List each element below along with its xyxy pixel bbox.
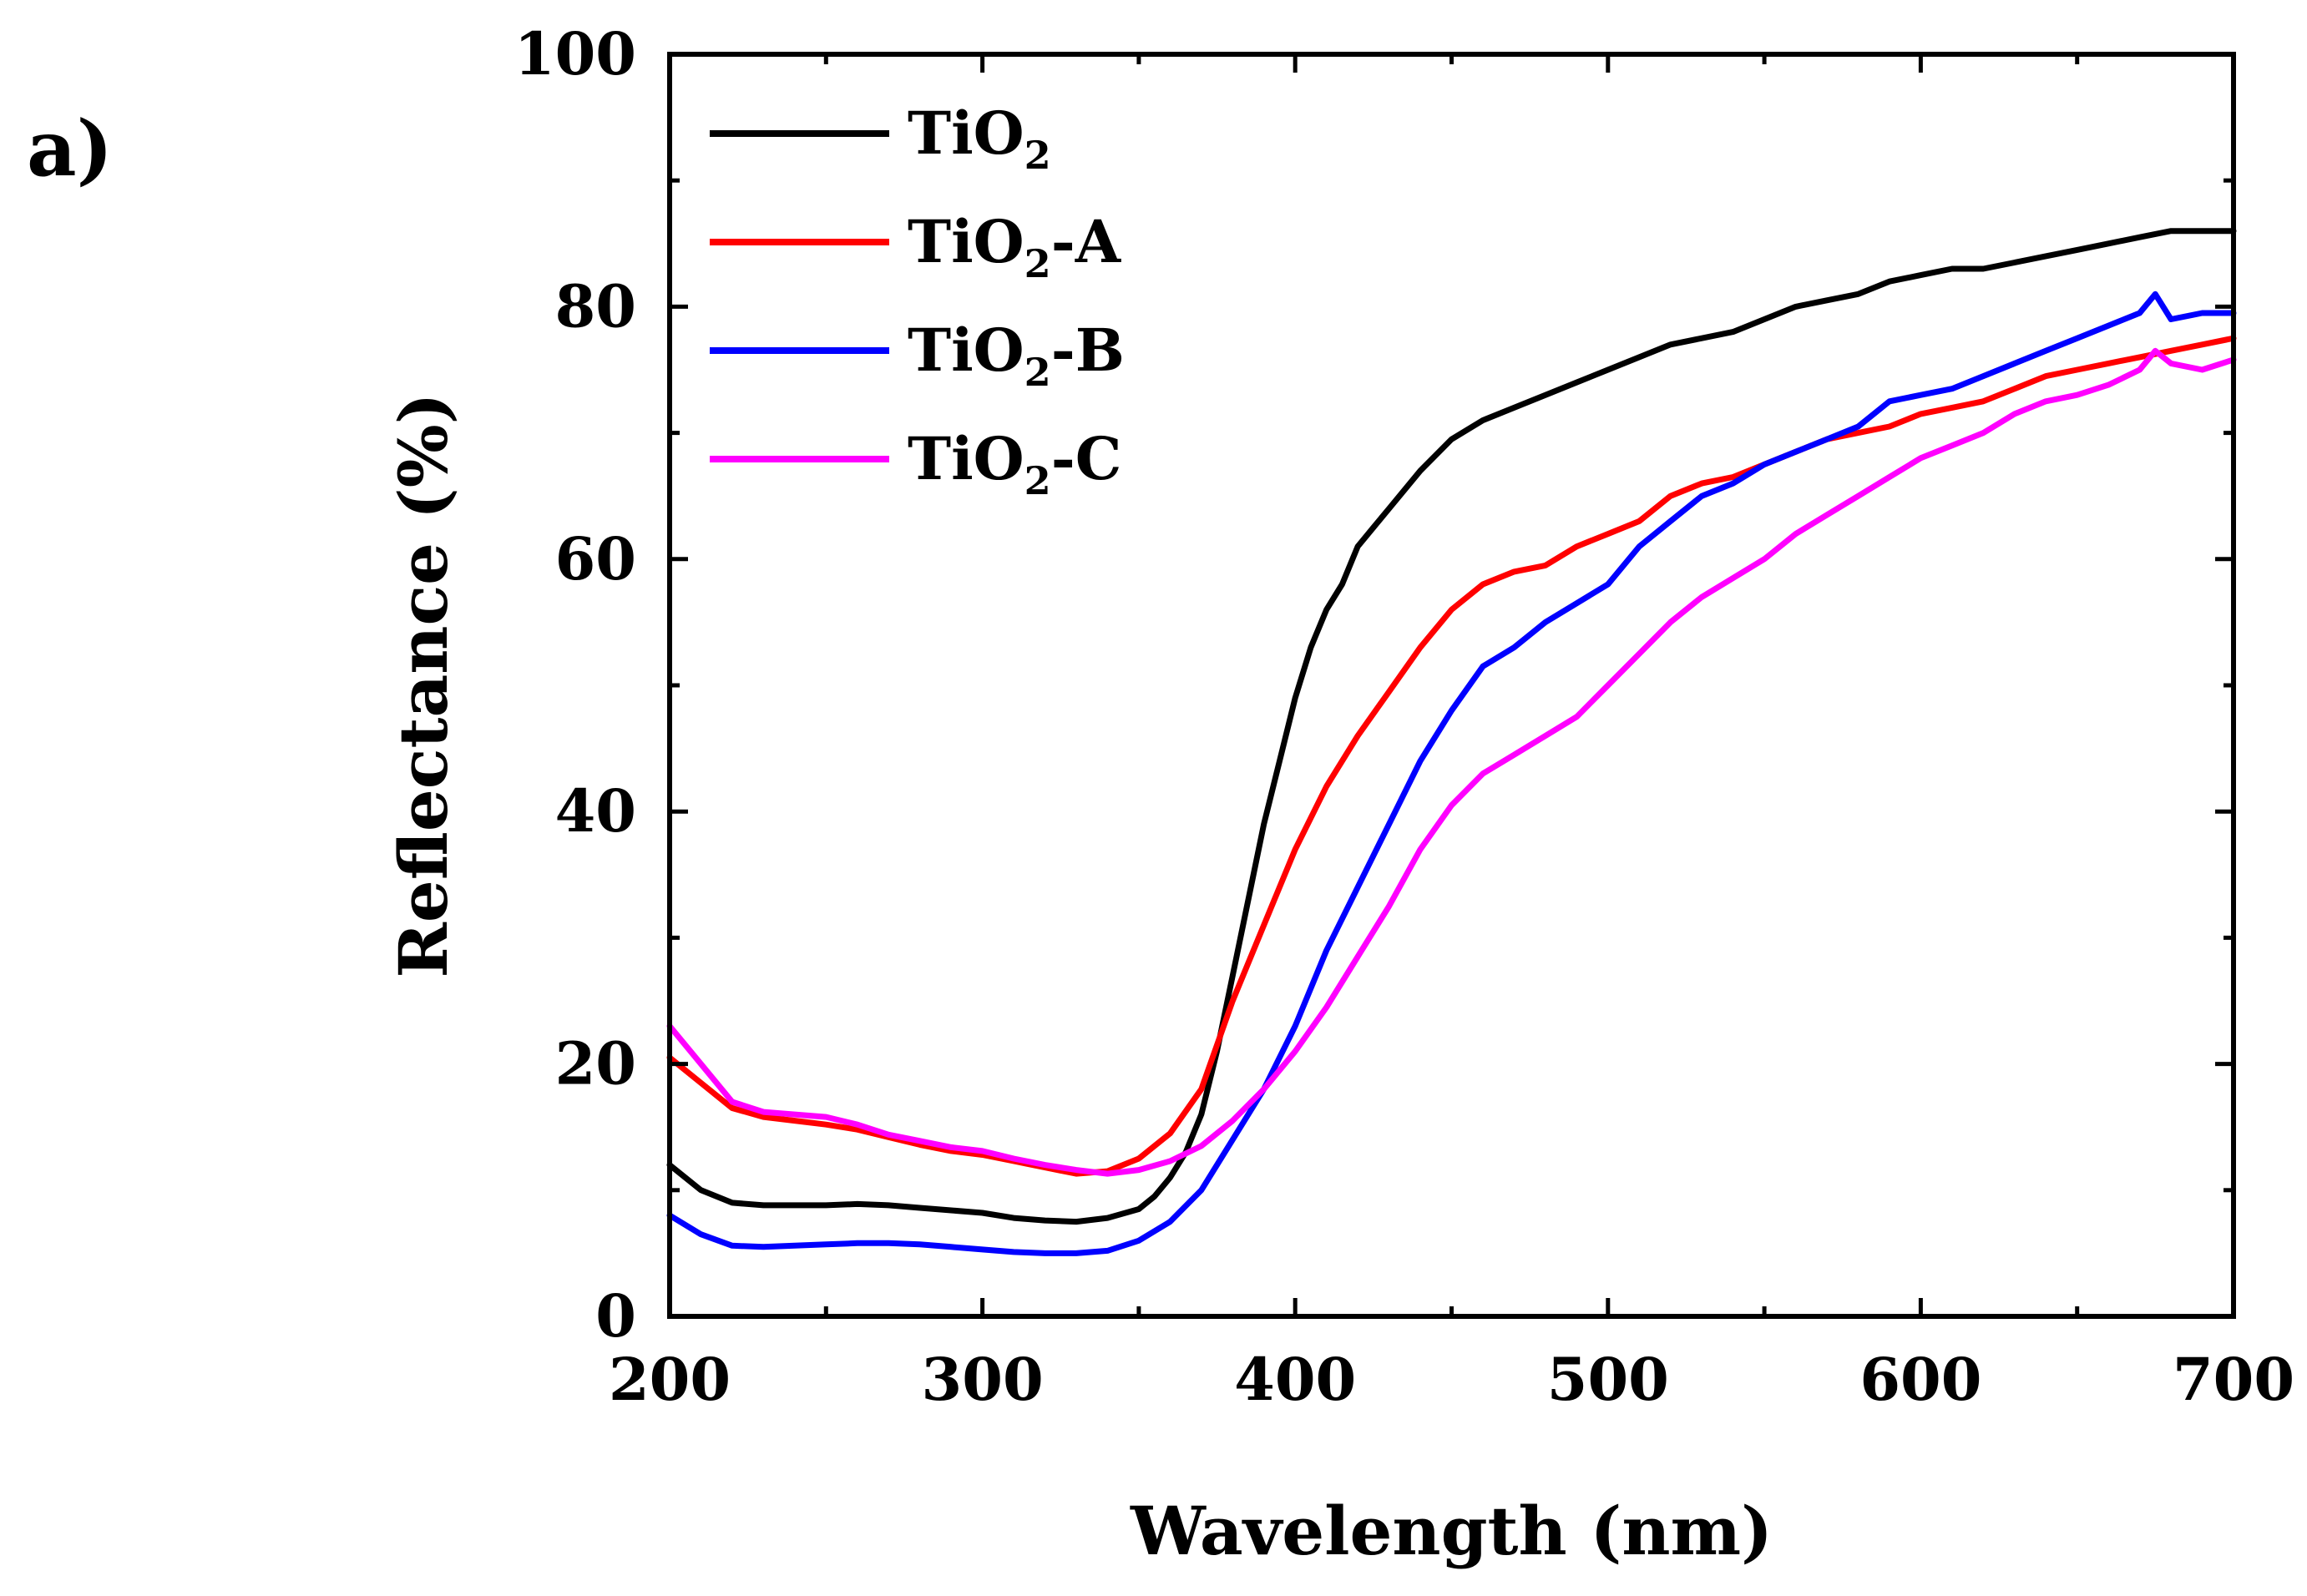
x-tick-label: 200	[609, 1345, 731, 1414]
plot-frame	[667, 52, 2236, 1319]
series-line-tio2-c	[666, 347, 2237, 1177]
x-tick-label: 400	[1234, 1345, 1356, 1414]
y-tick-label: 60	[555, 524, 636, 593]
y-tick-label: 40	[555, 776, 636, 846]
series-line-tio2-a	[666, 335, 2237, 1177]
x-tick-label: 700	[2173, 1345, 2294, 1414]
legend-label: TiO2-C	[908, 424, 1121, 503]
x-axis-title: Wavelength (nm)	[1130, 1492, 1773, 1570]
legend-label: TiO2	[908, 98, 1051, 178]
panel-label: a)	[27, 104, 113, 194]
tick-labels: 200 300 400 500 600 700 0 20 40 60 80 100	[514, 19, 2294, 1414]
legend-label: TiO2-B	[908, 316, 1125, 395]
axis-ticks	[667, 52, 2236, 1319]
y-tick-label: 100	[514, 19, 636, 88]
legend: TiO2 TiO2-A TiO2-B TiO2-C	[710, 98, 1125, 503]
series-lines	[666, 228, 2237, 1256]
series-line-tio2	[666, 228, 2237, 1225]
series-line-tio2-b	[666, 290, 2237, 1256]
legend-label: TiO2-A	[908, 207, 1122, 286]
y-tick-label: 20	[555, 1029, 636, 1099]
x-tick-label: 500	[1547, 1345, 1669, 1414]
y-axis-title: Reflectance (%)	[384, 392, 463, 977]
y-tick-label: 0	[595, 1281, 636, 1351]
y-tick-label: 80	[555, 271, 636, 341]
x-tick-label: 300	[922, 1345, 1044, 1414]
x-tick-label: 600	[1859, 1345, 1981, 1414]
